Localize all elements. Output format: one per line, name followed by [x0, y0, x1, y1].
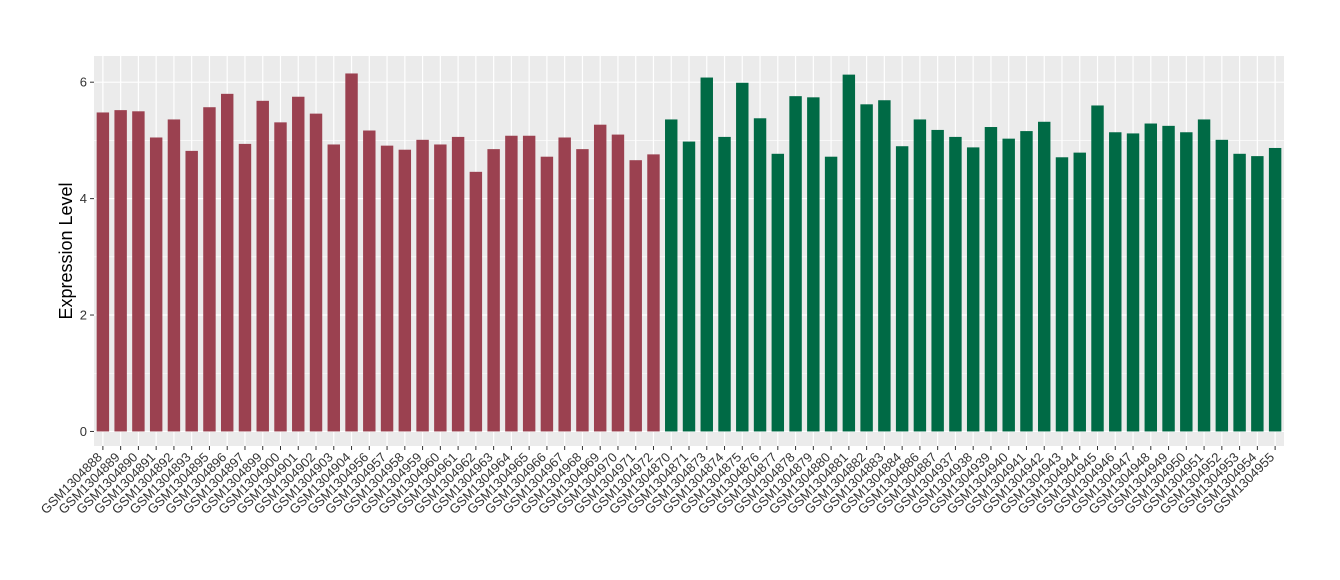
bar-GSM1304882: [860, 104, 873, 432]
bar-GSM1304941: [1020, 131, 1033, 432]
bar-GSM1304890: [132, 111, 145, 432]
bar-GSM1304947: [1126, 133, 1140, 432]
bar-GSM1304959: [416, 139, 429, 432]
bar-GSM1304902: [309, 113, 323, 432]
bar-GSM1304891: [149, 137, 163, 432]
y-tick-label: 6: [80, 75, 87, 90]
bar-GSM1304876: [753, 118, 767, 432]
bar-GSM1304942: [1038, 121, 1051, 432]
bar-GSM1304899: [256, 100, 269, 432]
bar-GSM1304964: [505, 135, 518, 432]
y-axis-title: Expression Level: [56, 182, 76, 319]
bar-GSM1304937: [949, 136, 962, 432]
bar-GSM1304888: [96, 112, 110, 432]
bar-GSM1304873: [700, 77, 713, 432]
bar-GSM1304963: [487, 149, 500, 432]
bar-GSM1304938: [966, 147, 980, 432]
bar-GSM1304904: [345, 73, 358, 432]
y-tick-label: 2: [80, 308, 87, 323]
bar-GSM1304889: [114, 110, 127, 432]
bar-GSM1304945: [1091, 105, 1104, 432]
bar-GSM1304880: [824, 156, 838, 432]
bar-GSM1304871: [682, 141, 696, 432]
bar-GSM1304877: [771, 153, 785, 432]
bar-GSM1304881: [842, 74, 856, 432]
bar-GSM1304965: [522, 135, 536, 432]
bar-GSM1304971: [629, 160, 642, 432]
bar-GSM1304944: [1073, 152, 1086, 432]
bar-GSM1304948: [1144, 123, 1158, 432]
axes: 0246GSM1304888GSM1304889GSM1304890GSM130…: [38, 75, 1278, 517]
y-tick-label: 4: [80, 191, 87, 206]
bar-GSM1304940: [1002, 138, 1015, 432]
bar-GSM1304875: [736, 82, 749, 432]
bar-GSM1304972: [647, 154, 660, 432]
bar-GSM1304897: [238, 143, 252, 432]
bar-GSM1304884: [895, 146, 909, 432]
bar-GSM1304939: [984, 127, 998, 432]
bar-GSM1304901: [292, 96, 305, 432]
bar-GSM1304943: [1055, 157, 1069, 432]
bar-GSM1304970: [611, 134, 625, 432]
bar-GSM1304958: [398, 149, 412, 432]
bar-GSM1304886: [913, 119, 927, 432]
bar-GSM1304969: [593, 124, 607, 432]
bar-GSM1304951: [1197, 119, 1211, 432]
bar-GSM1304874: [718, 136, 731, 432]
bar-GSM1304946: [1109, 132, 1122, 432]
bar-GSM1304955: [1268, 147, 1282, 432]
bar-GSM1304960: [434, 144, 447, 432]
bar-GSM1304878: [789, 96, 802, 432]
bar-GSM1304895: [203, 107, 216, 432]
bar-GSM1304887: [931, 129, 944, 432]
bar-GSM1304903: [327, 144, 340, 432]
bar-GSM1304962: [469, 171, 483, 432]
bar-GSM1304953: [1233, 153, 1246, 432]
bar-GSM1304900: [274, 122, 287, 432]
bar-GSM1304892: [167, 119, 181, 432]
bar-GSM1304957: [380, 145, 394, 432]
bar-GSM1304956: [363, 130, 376, 432]
bar-GSM1304896: [220, 93, 234, 432]
y-tick-label: 0: [80, 424, 87, 439]
bar-GSM1304954: [1251, 156, 1264, 432]
bar-GSM1304967: [558, 137, 571, 432]
bar-GSM1304952: [1215, 139, 1229, 432]
bar-GSM1304879: [807, 97, 820, 432]
bars: [96, 73, 1282, 432]
bar-GSM1304893: [185, 150, 198, 432]
bar-GSM1304949: [1162, 125, 1175, 432]
bar-GSM1304961: [451, 136, 465, 432]
bar-GSM1304883: [878, 100, 891, 432]
bar-GSM1304870: [665, 119, 678, 432]
bar-GSM1304950: [1180, 132, 1193, 432]
bar-GSM1304968: [576, 149, 589, 432]
bar-GSM1304966: [540, 156, 554, 432]
